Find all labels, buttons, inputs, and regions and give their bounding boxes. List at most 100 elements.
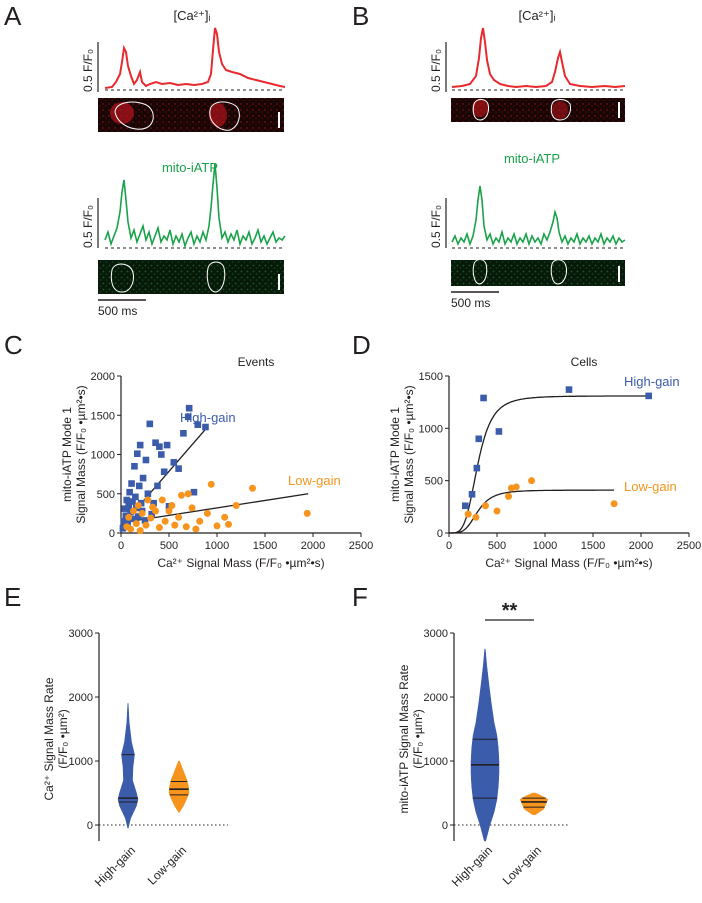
- panel-d-y-label-2: Signal Mass (F/F₀ •µm²•s): [402, 385, 416, 523]
- panel-b-mito-label: mito-iATP: [504, 151, 560, 166]
- panel-e-category-label: Low-gain: [145, 843, 189, 887]
- panel-c-point-low-gain: [203, 509, 211, 517]
- panel-c-point-high-gain: [119, 524, 127, 532]
- panel-f-y-label-2: (F/F₀ •µm²): [411, 709, 425, 768]
- panel-c-x-tick-label: 0: [118, 540, 124, 552]
- panel-c-point-low-gain: [142, 521, 150, 529]
- panel-c-point-low-gain: [125, 513, 133, 521]
- panel-f-y-tick-label: 3000: [424, 628, 448, 640]
- panel-d-point-high-gain: [473, 464, 481, 472]
- panel-c-point-high-gain: [139, 474, 147, 482]
- panel-c-point-high-gain: [131, 462, 138, 470]
- panel-b-mito-roi-2: [550, 259, 567, 285]
- panel-c-point-high-gain: [141, 517, 149, 524]
- panel-c-point-low-gain: [177, 491, 185, 499]
- panel-e-y-tick-label: 3000: [69, 628, 93, 640]
- panel-c-point-low-gain: [158, 496, 166, 504]
- panel-c-point-high-gain: [137, 499, 145, 507]
- panel-b-mito-roi-1: [472, 259, 488, 285]
- panel-c-point-high-gain: [190, 488, 198, 496]
- panel-b-ca-spark-2: [552, 101, 568, 119]
- panel-c-point-high-gain: [148, 510, 156, 518]
- panel-c-point-high-gain: [134, 513, 142, 520]
- panel-c-point-high-gain: [124, 518, 132, 526]
- panel-c-point-low-gain: [168, 502, 176, 510]
- panel-d-point-high-gain: [565, 386, 573, 393]
- panel-b-letter: B: [352, 1, 369, 31]
- panel-a-mito-scale-label: 0.5 F/F₀: [81, 205, 95, 248]
- panel-d-fit-low-gain: [449, 489, 615, 534]
- panel-c-point-high-gain: [136, 441, 144, 449]
- panel-c-point-high-gain: [121, 505, 129, 512]
- panel-c-series-label-low-gain: Low-gain: [288, 473, 341, 488]
- panel-c-x-label: Ca²⁺ Signal Mass (F/F₀ •µm²•s): [157, 556, 324, 570]
- panel-c-point-low-gain: [192, 525, 200, 533]
- panel-b-mito-trace: [451, 185, 626, 247]
- panel-c-point-high-gain: [146, 420, 154, 428]
- panel-c-point-high-gain: [128, 480, 135, 487]
- panel-a-time-scale-label: 500 ms: [98, 304, 137, 318]
- panel-c-point-low-gain: [207, 480, 215, 488]
- panel-c-point-high-gain: [126, 488, 133, 496]
- panel-c-point-low-gain: [165, 507, 173, 515]
- panel-c-point-high-gain: [184, 413, 192, 421]
- panel-c-point-low-gain: [232, 502, 240, 510]
- panel-e-letter: E: [4, 582, 21, 612]
- panel-d-letter: D: [352, 330, 371, 360]
- panel-c-point-high-gain: [150, 499, 157, 507]
- panel-c-point-low-gain: [225, 520, 233, 528]
- panel-c-point-low-gain: [221, 513, 229, 521]
- panel-a-letter: A: [4, 1, 22, 31]
- panel-b-time-scale-label: 500 ms: [451, 296, 490, 310]
- panel-f-category-label: High-gain: [449, 843, 495, 889]
- panel-c-point-high-gain: [134, 450, 141, 458]
- panel-a-mito-roi-2: [206, 261, 226, 293]
- panel-c-point-high-gain: [180, 430, 187, 437]
- panel-f-category-label: Low-gain: [500, 843, 544, 887]
- panel-c-point-high-gain: [154, 482, 161, 490]
- panel-c-point-low-gain: [129, 507, 137, 515]
- panel-b-ca-spark-1: [472, 99, 488, 117]
- panel-f-violin-chart: 0 1000 2000 3000 mito-iATP Signal Mass Rate(…: [397, 600, 570, 889]
- panel-c-x-tick-label: 2000: [301, 540, 325, 552]
- panel-c-point-low-gain: [136, 527, 144, 535]
- panel-e-y-tick-label: 0: [87, 820, 93, 832]
- panel-c-point-high-gain: [158, 451, 165, 458]
- panel-a-mito-roi-1: [110, 263, 135, 293]
- panel-f-y-label-1: mito-iATP Signal Mass Rate: [397, 664, 411, 813]
- panel-d-y-tick-label: 0: [437, 528, 443, 540]
- panel-f-y-tick-label: 2000: [424, 692, 448, 704]
- panel-c-point-high-gain: [129, 498, 136, 505]
- panel-c-point-low-gain: [134, 502, 142, 510]
- panel-a-ca-label: [Ca²⁺]ᵢ: [173, 8, 210, 23]
- panel-a-ca-spark-1: [110, 102, 134, 124]
- panel-d-x-tick-label: 1500: [581, 540, 605, 552]
- panel-c-point-high-gain: [156, 443, 163, 450]
- panel-e-category-label: High-gain: [92, 843, 138, 889]
- panel-f-letter: F: [352, 582, 368, 612]
- panel-c-y-tick-label: 1500: [91, 410, 115, 422]
- panel-c-point-low-gain: [184, 490, 192, 498]
- panel-d-x-tick-label: 0: [446, 540, 452, 552]
- panel-e-y-tick-label: 1000: [69, 756, 93, 768]
- panel-d-point-low-gain: [528, 477, 536, 485]
- panel-b-ca-roi-1: [472, 99, 489, 121]
- panel-c-point-low-gain: [152, 507, 160, 515]
- panel-d-y-tick-label: 500: [425, 476, 443, 488]
- panel-d-point-low-gain: [472, 513, 480, 521]
- panel-d-point-low-gain: [493, 507, 501, 515]
- panel-a-mito-label: mito-iATP: [162, 160, 218, 175]
- panel-c-point-high-gain: [125, 502, 132, 509]
- panel-a-ca-roi-2: [209, 101, 240, 131]
- panel-c-point-low-gain: [175, 513, 183, 521]
- panel-e-y-label-2: (F/F₀ •µm²): [56, 709, 70, 768]
- panel-e-y-tick-label: 2000: [69, 692, 93, 704]
- panel-c-point-high-gain: [142, 456, 150, 464]
- panel-d-y-label-1: mito-iATP Mode 1: [388, 407, 402, 502]
- panel-d-point-low-gain: [464, 510, 472, 518]
- panel-d-x-tick-label: 2500: [677, 540, 701, 552]
- panel-e-y-label-1: Ca²⁺ Signal Mass Rate: [42, 677, 56, 800]
- panel-a: A [Ca²⁺]ᵢ 0.5 F/F₀ mito-iATP 0.5 F/F₀ 50…: [4, 1, 286, 318]
- panel-c-point-low-gain: [303, 509, 311, 517]
- panel-d-x-tick-label: 1000: [533, 540, 557, 552]
